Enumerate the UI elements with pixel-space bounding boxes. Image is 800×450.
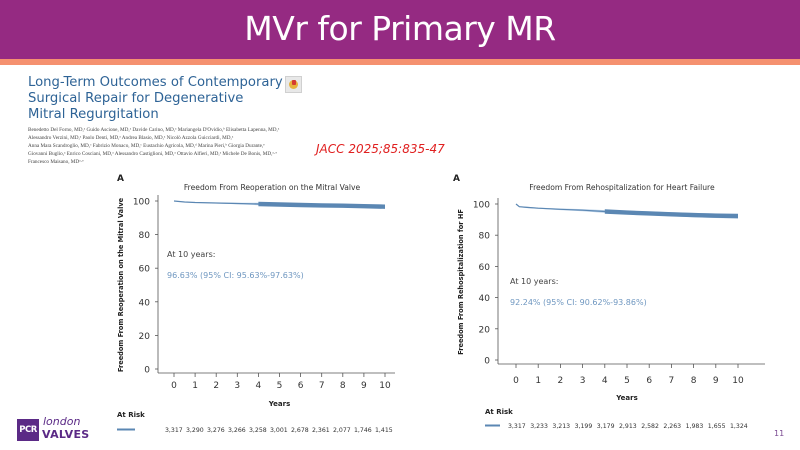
y-tick-label: 60 [479,263,491,273]
paper-title-line: Mitral Regurgitation [28,107,159,122]
x-tick-label: 6 [298,381,304,391]
y-tick-label: 40 [139,298,151,308]
y-tick-label: 100 [133,198,150,208]
x-tick-label: 4 [256,381,262,391]
x-tick-label: 5 [277,381,283,391]
at-risk-value: 2,077 [333,427,351,434]
y-axis-label: Freedom From Rehospitalization for HF [457,209,465,355]
author-list: Benedetto Del Forno, MD,ᵃ Guido Ascione,… [28,127,328,167]
at-risk-value: 3,266 [228,427,246,434]
chart-title: Freedom From Rehospitalization for Heart… [529,183,715,192]
y-tick-label: 60 [139,265,151,275]
at-risk-value: 2,361 [312,427,330,434]
y-tick-label: 0 [484,357,490,367]
at-risk-value: 3,276 [207,427,225,434]
x-tick-label: 3 [580,376,586,386]
annotation-label: At 10 years: [167,250,215,259]
header-accent-stripe [0,59,800,65]
paper-title: Long-Term Outcomes of Contemporary Surgi… [28,75,298,123]
x-tick-label: 9 [713,376,719,386]
author-line: Francesco Maisano, MDᵃ·ᵉ [28,158,84,165]
paper-title-line: Long-Term Outcomes of Contemporary [28,75,283,90]
at-risk-value: 3,213 [552,423,570,430]
at-risk-value: 1,746 [354,427,372,434]
x-axis-label: Years [615,394,638,402]
y-tick-label: 20 [139,332,151,342]
survival-curve [173,200,386,208]
at-risk-label: At Risk [117,411,145,419]
x-tick-label: 0 [171,381,177,391]
y-axis-label: Freedom From Reoperation on the Mitral V… [117,197,125,372]
at-risk-value: 2,263 [663,423,681,430]
x-tick-label: 2 [213,381,219,391]
y-tick-label: 20 [479,325,491,335]
x-tick-label: 1 [535,376,541,386]
slide-header: MVr for Primary MR [0,0,800,59]
at-risk-value: 2,582 [641,423,659,430]
at-risk-value: 3,001 [270,427,288,434]
author-line: Anna Mara Scandroglio, MD,ᶜ Fabrizio Mon… [28,142,265,149]
x-tick-label: 1 [192,381,198,391]
at-risk-value: 3,317 [508,423,526,430]
x-tick-label: 8 [340,381,346,391]
author-line: Benedetto Del Forno, MD,ᵃ Guido Ascione,… [28,127,280,133]
at-risk-value: 3,199 [575,423,593,430]
at-risk-value: 1,983 [686,423,704,430]
open-access-icon [285,76,302,93]
at-risk-value: 2,678 [291,427,309,434]
journal-citation: JACC 2025;85:835-47 [316,142,445,156]
x-tick-label: 0 [513,376,519,386]
at-risk-value: 1,415 [375,427,393,434]
paper-title-line: Surgical Repair for Degenerative [28,91,244,106]
at-risk-label: At Risk [485,408,513,416]
x-tick-label: 8 [691,376,697,386]
slide-title: MVr for Primary MR [244,9,556,48]
at-risk-value: 3,290 [186,427,204,434]
x-tick-label: 10 [732,376,744,386]
at-risk-value: 3,258 [249,427,267,434]
at-risk-value: 3,179 [597,423,615,430]
x-tick-label: 10 [379,381,391,391]
author-line: Alessandro Verzini, MD,ᵃ Paolo Denti, MD… [28,134,234,141]
logo-line2: VALVES [42,428,90,441]
x-axis-label: Years [268,400,291,408]
page-number: 11 [774,429,785,438]
at-risk-value: 2,913 [619,423,637,430]
x-tick-label: 9 [361,381,367,391]
panel-label: A [117,174,124,184]
y-tick-label: 80 [139,231,151,241]
y-tick-label: 100 [473,201,490,211]
logo-line1: london [43,415,81,428]
author-line: Giovanni Buglio,ᵃ Enrico Cosciani, MD,ᵃ … [28,150,277,157]
x-tick-label: 7 [669,376,675,386]
x-tick-label: 6 [646,376,652,386]
x-tick-label: 2 [558,376,564,386]
survival-curve [515,203,739,217]
at-risk-value: 1,655 [708,423,726,430]
pcr-london-valves-logo: PCR london VALVES [17,415,127,442]
x-tick-label: 7 [319,381,325,391]
annotation-label: At 10 years: [510,277,558,286]
at-risk-value: 1,324 [730,423,748,430]
y-tick-label: 40 [479,294,491,304]
y-tick-label: 80 [479,232,491,242]
x-tick-label: 3 [234,381,240,391]
x-tick-label: 5 [624,376,630,386]
at-risk-value: 3,317 [165,427,183,434]
at-risk-value: 3,233 [530,423,548,430]
x-tick-label: 4 [602,376,608,386]
logo-box: PCR [17,419,39,441]
annotation-value: 96.63% (95% CI: 95.63%-97.63%) [167,271,304,280]
panel-label: A [453,174,460,184]
chart-title: Freedom From Reoperation on the Mitral V… [184,183,361,192]
y-tick-label: 0 [144,366,150,376]
annotation-value: 92.24% (95% CI: 90.62%-93.86%) [510,298,647,307]
